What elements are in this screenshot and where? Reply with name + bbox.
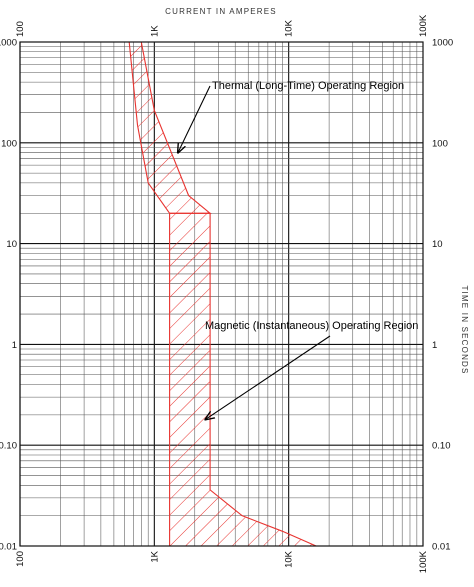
y-tick-label-right: 1000	[432, 38, 453, 49]
y-tick-labels-left: 1000 100 10 1 0.10 0.01	[0, 38, 17, 553]
y-tick-labels-right: 1000 100 10 1 0.10 0.01	[432, 38, 453, 553]
y-tick-label-right: 100	[432, 138, 448, 149]
plot-frame	[19, 41, 424, 547]
magnetic-region	[169, 212, 317, 547]
y-tick-label-left: 0.01	[0, 542, 17, 553]
operating-regions	[128, 41, 317, 547]
y-tick-label-left: 1000	[0, 38, 17, 49]
x-tick-label-bottom: 100	[15, 551, 26, 567]
x-tick-label-bottom: 1K	[149, 550, 160, 562]
x-tick-label-bottom: 100K	[418, 550, 429, 573]
y-tick-label-right: 0.01	[432, 542, 451, 553]
x-tick-label-top: 1K	[149, 25, 160, 37]
y-tick-label-right: 0.10	[432, 441, 451, 452]
x-tick-label-top: 100	[15, 21, 26, 37]
y-tick-label-left: 0.10	[0, 441, 17, 452]
annotations: Thermal (Long-Time) Operating Region Magn…	[178, 80, 418, 419]
thermal-region-label: Thermal (Long-Time) Operating Region	[212, 80, 404, 92]
magnetic-region-arrow	[205, 335, 331, 419]
y-tick-label-left: 10	[6, 239, 17, 250]
grid	[19, 42, 423, 547]
y-tick-label-left: 1	[12, 340, 17, 351]
y-tick-label-right: 1	[432, 340, 437, 351]
thermal-region-arrow	[178, 85, 211, 153]
y-axis-title: TIME IN SECONDS	[460, 285, 469, 374]
x-axis-title: CURRENT IN AMPERES	[165, 7, 277, 16]
x-tick-label-top: 100K	[418, 14, 429, 37]
x-tick-label-bottom: 10K	[284, 550, 295, 568]
x-tick-labels: 100 100 1K 1K 10K 10K 100K 100K	[15, 14, 429, 573]
y-tick-label-right: 10	[432, 239, 443, 250]
y-tick-label-left: 100	[1, 138, 17, 149]
x-tick-label-top: 10K	[284, 19, 295, 37]
magnetic-region-label: Magnetic (Instantaneous) Operating Regio…	[205, 320, 418, 332]
